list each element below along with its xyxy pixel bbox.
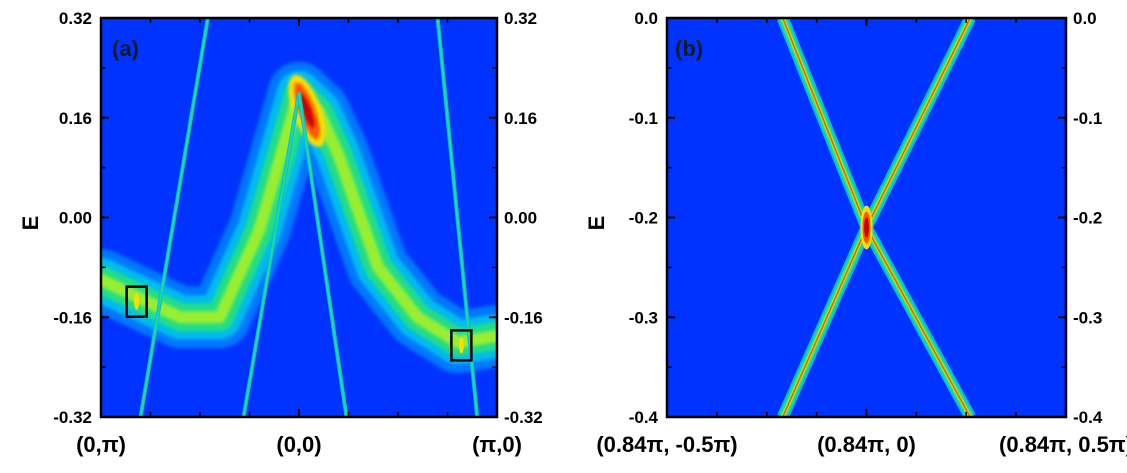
panel-b-crossing-point-2	[864, 217, 869, 238]
panel-b-xtick-label-2: (0.84π, 0.5π)	[999, 432, 1127, 457]
panel-a-band-0-hotspot-2	[299, 93, 315, 128]
panel-a-ytick-label-right-3: -0.16	[504, 308, 543, 327]
panel-b-ytick-label-left-1: -0.1	[629, 109, 658, 128]
panel-b-ticks: 0.0 0.0 -0.1 -0.1 -0.2 -0.2 -0.3 -0.3 -0.4 -0.4 (0…	[596, 9, 1127, 457]
panel-b-ytick-label-right-1: -0.1	[1073, 109, 1102, 128]
panel-a: 0.32 0.32 0.16 0.16 0.00 0.00 -0.16 -0.16 -0.32 -…	[18, 9, 543, 457]
panel-b-xtick-label-0: (0.84π, -0.5π)	[596, 432, 737, 457]
panel-b-ytick-label-left-2: -0.2	[629, 209, 658, 228]
panel-a-ytick-label-right-1: 0.16	[504, 109, 537, 128]
panel-b-ytick-label-left-4: -0.4	[629, 408, 659, 427]
panel-a-ytick-label-left-0: 0.32	[59, 9, 92, 28]
panel-b-plot-area	[777, 18, 976, 417]
panel-a-xtick-label-1: (0,0)	[276, 432, 321, 457]
panel-b-ytick-label-left-0: 0.0	[634, 9, 658, 28]
panel-a-xtick-label-0: (0,π)	[76, 432, 126, 457]
panel-a-label: (a)	[112, 36, 139, 61]
panel-b-label: (b)	[675, 36, 703, 61]
panel-a-marker-hotspot-1	[458, 337, 464, 354]
panel-a-ytick-label-left-4: -0.32	[53, 408, 92, 427]
panel-a-dispersion-line-2-layer-1	[298, 92, 348, 417]
panel-a-ticks: 0.32 0.32 0.16 0.16 0.00 0.00 -0.16 -0.16 -0.32 -…	[53, 9, 543, 457]
panel-a-ylabel: E	[18, 216, 43, 231]
panel-b-ytick-label-right-2: -0.2	[1073, 209, 1102, 228]
panel-a-marker-box-1	[450, 329, 473, 362]
panel-a-dispersion-line-1-layer-1	[242, 92, 300, 417]
panel-a-ytick-label-right-2: 0.00	[504, 209, 537, 228]
panel-a-plot-area	[101, 18, 497, 417]
panel-a-ytick-label-left-3: -0.16	[53, 308, 92, 327]
panel-a-xtick-label-2: (π,0)	[472, 432, 522, 457]
panel-a-ytick-label-right-0: 0.32	[504, 9, 537, 28]
panel-b-xtick-label-1: (0.84π, 0)	[817, 432, 916, 457]
panel-a-ytick-label-right-4: -0.32	[504, 408, 543, 427]
panel-a-ytick-label-left-2: 0.00	[59, 209, 92, 228]
panel-b-ytick-label-left-3: -0.3	[629, 308, 658, 327]
panel-a-marker-box-0	[125, 285, 148, 318]
panel-b-ytick-label-right-0: 0.0	[1073, 9, 1097, 28]
panel-b-ylabel: E	[584, 216, 609, 231]
panel-a-marker-hotspot-0	[134, 293, 140, 310]
panel-a-ytick-label-left-1: 0.16	[59, 109, 92, 128]
panel-b-ytick-label-right-3: -0.3	[1073, 308, 1102, 327]
panel-b: 0.0 0.0 -0.1 -0.1 -0.2 -0.2 -0.3 -0.3 -0.4 -0.4 (0…	[584, 9, 1127, 457]
panel-b-ytick-label-right-4: -0.4	[1073, 408, 1103, 427]
panel-a-dispersion-line-0-layer-1	[139, 18, 209, 417]
